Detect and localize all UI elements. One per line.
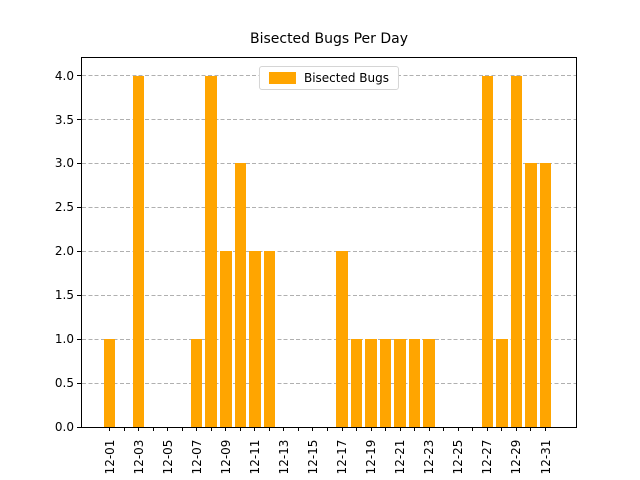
x-axis-tick (196, 427, 198, 431)
x-axis-tick (297, 427, 299, 431)
x-axis-label: 12-31 (538, 439, 553, 475)
gridline (82, 382, 576, 384)
x-axis-tick (501, 427, 503, 431)
bar (234, 163, 247, 427)
x-axis-label: 12-05 (160, 439, 175, 475)
x-axis-tick (341, 427, 343, 431)
bar (394, 339, 406, 427)
bar (336, 251, 348, 427)
x-axis-label: 12-27 (480, 439, 495, 475)
y-axis-label: 2.0 (54, 244, 74, 259)
x-axis-tick (167, 427, 169, 431)
bar (365, 339, 377, 427)
x-axis-label: 12-19 (364, 439, 379, 475)
x-axis-tick (239, 427, 241, 431)
x-axis-label: 12-25 (451, 439, 466, 475)
bar (205, 75, 218, 427)
x-axis-label: 12-11 (247, 439, 262, 475)
x-axis-label: 12-07 (189, 439, 204, 475)
y-axis-label: 0.5 (54, 376, 74, 391)
x-axis-tick (356, 427, 358, 431)
x-axis-tick (414, 427, 416, 431)
x-axis-label: 12-29 (509, 439, 524, 475)
x-axis-tick (443, 427, 445, 431)
x-axis-tick (530, 427, 532, 431)
x-axis-tick (515, 427, 517, 431)
legend-label: Bisected Bugs (303, 71, 390, 85)
y-axis-tick (77, 294, 81, 296)
bar (510, 75, 523, 427)
x-axis-tick (109, 427, 110, 431)
y-axis-tick (77, 382, 81, 384)
bar (408, 339, 421, 427)
y-axis-label: 4.0 (54, 68, 74, 83)
x-axis-tick (370, 427, 372, 431)
x-axis-tick (181, 427, 183, 431)
x-axis-label: 12-03 (131, 439, 146, 475)
x-axis-tick (472, 427, 474, 431)
x-axis-tick (312, 427, 314, 431)
x-axis-tick (385, 427, 387, 431)
x-axis-tick (457, 427, 459, 431)
y-axis-label: 0.0 (54, 420, 74, 434)
x-axis-label: 12-01 (102, 439, 117, 475)
bar (539, 163, 552, 427)
legend-swatch-icon (268, 72, 296, 84)
legend: Bisected Bugs (258, 66, 400, 90)
y-axis-label: 1.0 (54, 332, 74, 347)
bar (249, 251, 261, 427)
bar (423, 339, 436, 427)
x-axis-tick (399, 427, 401, 431)
bar (132, 75, 145, 427)
y-axis-label: 1.5 (54, 288, 74, 303)
x-axis-label: 12-23 (422, 439, 437, 475)
x-axis-tick (152, 427, 154, 431)
y-axis-tick (77, 250, 81, 252)
chart-title: Bisected Bugs Per Day (249, 31, 409, 47)
x-axis-label: 12-09 (218, 439, 233, 475)
x-axis-tick (225, 427, 227, 431)
y-axis-tick (77, 75, 81, 77)
gridline (82, 119, 576, 120)
y-axis-label: 3.0 (54, 156, 74, 171)
y-axis-label: 2.5 (54, 200, 74, 215)
bar (350, 339, 363, 427)
bar (103, 339, 116, 427)
x-axis-tick (283, 427, 285, 431)
x-axis-label: 12-13 (276, 439, 291, 475)
bar (496, 339, 508, 427)
x-axis-label: 12-15 (305, 439, 320, 475)
x-axis-tick (268, 427, 270, 431)
y-axis-label: 3.5 (54, 112, 74, 127)
x-axis-tick (123, 427, 125, 431)
y-axis-tick (77, 162, 81, 164)
x-axis-tick (428, 427, 430, 431)
x-axis-tick (545, 427, 546, 431)
y-axis-tick (77, 338, 81, 340)
y-axis-tick (77, 206, 81, 208)
bar (525, 163, 537, 427)
x-axis-tick (210, 427, 212, 431)
x-axis-tick (327, 427, 328, 431)
bar (263, 251, 276, 427)
gridline (82, 338, 576, 340)
gridline (82, 206, 576, 208)
gridline (82, 250, 576, 252)
x-axis-tick (486, 427, 488, 431)
gridline (82, 162, 576, 164)
plot-area: Bisected Bugs 0.0 0.5 1.0 1.5 2.0 2.5 3.0 3.5 4.… (55, 57, 577, 474)
y-axis-tick (77, 426, 81, 428)
bar (190, 339, 203, 427)
x-axis-label: 12-17 (335, 439, 350, 475)
bar (481, 75, 494, 427)
bar (219, 251, 232, 427)
x-axis-label: 12-21 (393, 439, 408, 475)
y-axis-tick (77, 119, 81, 120)
gridline (82, 294, 576, 296)
x-axis-tick (254, 427, 256, 431)
bar (379, 339, 392, 427)
x-axis-tick (138, 427, 140, 431)
